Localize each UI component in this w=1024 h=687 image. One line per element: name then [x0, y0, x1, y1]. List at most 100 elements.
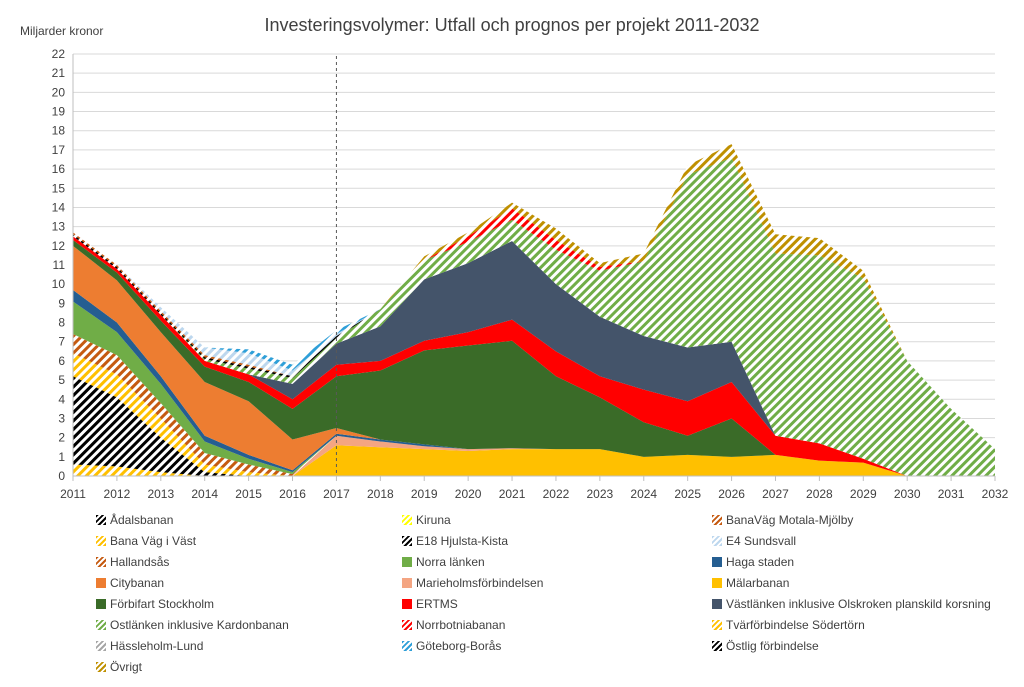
- legend-item-hassleholm-lund: Hässleholm-Lund: [96, 639, 203, 653]
- y-tick-label: 19: [52, 105, 66, 119]
- legend-swatch: [712, 599, 722, 609]
- x-tick-label: 2018: [367, 487, 394, 501]
- legend-swatch: [96, 662, 106, 672]
- legend-label: Tvärförbindelse Södertörn: [726, 618, 865, 632]
- legend-label: Östlig förbindelse: [726, 639, 819, 653]
- x-tick-label: 2015: [235, 487, 262, 501]
- y-tick-label: 18: [52, 124, 66, 138]
- y-tick-label: 2: [58, 431, 65, 445]
- y-tick-label: 5: [58, 373, 65, 387]
- x-tick-label: 2029: [850, 487, 877, 501]
- legend-label: E18 Hjulsta-Kista: [416, 534, 509, 548]
- legend-swatch: [402, 515, 412, 525]
- x-tick-label: 2017: [323, 487, 350, 501]
- y-tick-label: 21: [52, 66, 66, 80]
- x-tick-label: 2027: [762, 487, 789, 501]
- y-tick-label: 7: [58, 335, 65, 349]
- legend-item-tvarforbindelse-sodertorn: Tvärförbindelse Södertörn: [712, 618, 865, 632]
- y-tick-label: 6: [58, 354, 65, 368]
- legend-label: Övrigt: [110, 660, 143, 674]
- area-ertms: [73, 236, 995, 476]
- legend-item-haga-staden: Haga staden: [712, 555, 794, 569]
- legend-swatch: [402, 578, 412, 588]
- area-ostlanken-inklusive-kardonbanan: [73, 157, 995, 476]
- y-tick-label: 12: [52, 239, 66, 253]
- y-tick-label: 4: [58, 392, 65, 406]
- legend-label: E4 Sundsvall: [726, 534, 797, 548]
- axes: 0123456789101112131415161718192021222011…: [52, 47, 1009, 501]
- area-malarbanan: [73, 445, 995, 476]
- legend-item-ostlig-forbindelse: Östlig förbindelse: [712, 639, 819, 653]
- legend-label: Norra länken: [416, 555, 485, 569]
- legend-label: Ostlänken inklusive Kardonbanan: [110, 618, 289, 632]
- x-tick-label: 2024: [630, 487, 657, 501]
- legend-item-marieholmsforbindelsen: Marieholmsförbindelsen: [402, 576, 543, 590]
- area-forbifart-stockholm: [73, 240, 995, 476]
- x-tick-label: 2016: [279, 487, 306, 501]
- legend-label: Förbifart Stockholm: [110, 597, 215, 611]
- x-tick-label: 2020: [455, 487, 482, 501]
- y-tick-label: 9: [58, 296, 65, 310]
- legend-label: Marieholmsförbindelsen: [416, 576, 544, 590]
- y-tick-label: 15: [52, 181, 66, 195]
- x-tick-label: 2014: [191, 487, 218, 501]
- x-tick-label: 2031: [938, 487, 965, 501]
- legend-swatch: [96, 620, 106, 630]
- legend-swatch: [96, 536, 106, 546]
- legend-swatch: [712, 641, 722, 651]
- legend-item-norrbotniabanan: Norrbotniabanan: [402, 618, 505, 632]
- x-tick-label: 2023: [587, 487, 614, 501]
- x-tick-label: 2032: [982, 487, 1009, 501]
- legend-swatch: [712, 536, 722, 546]
- legend-swatch: [96, 515, 106, 525]
- legend-swatch: [712, 620, 722, 630]
- legend-label: Kiruna: [416, 513, 451, 527]
- legend-swatch: [96, 641, 106, 651]
- x-tick-label: 2030: [894, 487, 921, 501]
- legend-label: Citybanan: [110, 576, 165, 590]
- legend-label: Ådalsbanan: [110, 513, 174, 527]
- x-tick-label: 2011: [60, 487, 86, 501]
- legend-label: Bana Väg i Väst: [110, 534, 197, 548]
- legend-item-hallandsas: Hallandsås: [96, 555, 169, 569]
- legend-label: Haga staden: [726, 555, 795, 569]
- legend-label: BanaVäg Motala-Mjölby: [726, 513, 854, 527]
- legend-label: Hässleholm-Lund: [110, 639, 204, 653]
- legend-item-ostlanken-inklusive-kardonbanan: Ostlänken inklusive Kardonbanan: [96, 618, 289, 632]
- area-ovrigt: [73, 144, 995, 450]
- y-axis-label: Miljarder kronor: [20, 24, 103, 38]
- legend-swatch: [402, 641, 412, 651]
- legend-swatch: [712, 557, 722, 567]
- y-tick-label: 14: [52, 200, 66, 214]
- legend-item-bana-vag-i-vast: Bana Väg i Väst: [96, 534, 196, 548]
- legend-swatch: [402, 557, 412, 567]
- x-tick-label: 2012: [104, 487, 131, 501]
- legend-label: Hallandsås: [110, 555, 170, 569]
- x-tick-label: 2028: [806, 487, 833, 501]
- area-e18-hjulsta-kista: [73, 376, 995, 476]
- x-tick-label: 2021: [499, 487, 526, 501]
- x-tick-label: 2022: [543, 487, 570, 501]
- legend-label: Göteborg-Borås: [416, 639, 502, 653]
- legend-item-citybanan: Citybanan: [96, 576, 164, 590]
- legend-swatch: [96, 557, 106, 567]
- y-tick-label: 10: [52, 277, 66, 291]
- legend-swatch: [712, 515, 722, 525]
- y-tick-label: 11: [53, 258, 66, 272]
- area-series: [73, 144, 995, 476]
- area-marieholmsforbindelsen: [73, 435, 995, 476]
- legend-item-goteborg-boras: Göteborg-Borås: [402, 639, 501, 653]
- legend-item-e4-sundsvall: E4 Sundsvall: [712, 534, 796, 548]
- legend-item-forbifart-stockholm: Förbifart Stockholm: [96, 597, 214, 611]
- x-tick-label: 2019: [411, 487, 438, 501]
- y-tick-label: 17: [52, 143, 66, 157]
- legend-label: Västlänken inklusive Olskroken planskild…: [726, 597, 991, 611]
- legend-item-vastlanken-inklusive-olskroken-planskild-korsning: Västlänken inklusive Olskroken planskild…: [712, 597, 991, 611]
- y-tick-label: 3: [58, 411, 65, 425]
- y-tick-label: 0: [58, 469, 65, 483]
- x-tick-label: 2025: [674, 487, 701, 501]
- legend-swatch: [402, 599, 412, 609]
- y-tick-label: 8: [58, 316, 65, 330]
